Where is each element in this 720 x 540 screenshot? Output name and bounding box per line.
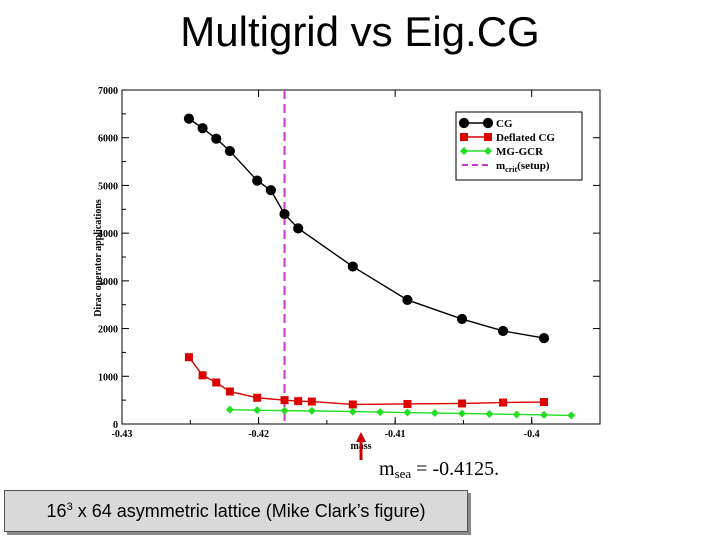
data-point bbox=[482, 117, 494, 129]
sea-mass-arrow bbox=[356, 432, 366, 460]
data-point bbox=[567, 411, 576, 420]
data-point bbox=[307, 406, 316, 415]
data-point bbox=[225, 387, 234, 396]
data-point bbox=[540, 410, 549, 419]
data-point bbox=[485, 409, 494, 418]
sea-mass-value: = -0.4125. bbox=[411, 458, 500, 480]
legend-label-vline: mcrit(setup) bbox=[496, 160, 550, 174]
sea-mass-symbol: m bbox=[379, 458, 395, 480]
data-point bbox=[307, 397, 316, 406]
data-point bbox=[458, 117, 470, 129]
data-point bbox=[403, 399, 412, 408]
x-tick-label: -0.41 bbox=[385, 429, 406, 440]
data-point bbox=[458, 399, 467, 408]
series-layer bbox=[183, 113, 576, 420]
figure-caption-box: 163 x 64 asymmetric lattice (Mike Clark’… bbox=[4, 490, 468, 532]
data-point bbox=[197, 123, 208, 134]
data-point bbox=[499, 398, 508, 407]
caption-text: x 64 asymmetric lattice (Mike Clark’s fi… bbox=[72, 500, 426, 521]
y-tick-label: 3000 bbox=[98, 277, 118, 288]
caption-exponent: 3 bbox=[66, 500, 73, 513]
data-point bbox=[279, 208, 290, 220]
data-point bbox=[348, 400, 357, 409]
chart: -0.43 -0.42 -0.41 -0.4 0 1000 2000 3000 4000 500… bbox=[93, 86, 601, 460]
data-point bbox=[402, 294, 413, 306]
data-point bbox=[198, 371, 207, 380]
y-axis: 0 1000 2000 3000 4000 5000 6000 7000 bbox=[98, 86, 600, 431]
data-point bbox=[252, 175, 263, 186]
data-point bbox=[225, 405, 234, 414]
data-point bbox=[265, 185, 276, 196]
data-point bbox=[211, 133, 222, 144]
data-point bbox=[540, 398, 549, 407]
series-cg bbox=[183, 113, 550, 344]
data-point bbox=[212, 378, 221, 387]
slide-title: Multigrid vs Eig.CG bbox=[180, 8, 540, 55]
data-point bbox=[184, 353, 193, 362]
data-point bbox=[484, 133, 492, 141]
y-tick-label: 7000 bbox=[98, 86, 118, 97]
data-point bbox=[293, 223, 304, 234]
data-point bbox=[348, 407, 357, 416]
figure-caption: 163 x 64 asymmetric lattice (Mike Clark’… bbox=[47, 501, 426, 522]
data-point bbox=[403, 408, 412, 417]
y-tick-label: 5000 bbox=[98, 181, 118, 192]
series-mg-gcr bbox=[225, 405, 576, 420]
legend-label: CG bbox=[496, 118, 513, 130]
legend: CG Deflated CG MG-GCR mcrit(setup) bbox=[455, 111, 583, 181]
data-point bbox=[460, 133, 468, 141]
data-point bbox=[497, 325, 509, 337]
data-point bbox=[458, 409, 467, 418]
y-tick-label: 2000 bbox=[98, 325, 118, 336]
x-axis: -0.43 -0.42 -0.41 -0.4 bbox=[112, 90, 601, 440]
caption-lattice-size: 16 bbox=[46, 500, 67, 521]
series-deflated-cg bbox=[184, 353, 549, 409]
sea-mass-note: msea = -0.4125. bbox=[379, 458, 499, 482]
y-tick-label: 4000 bbox=[98, 229, 118, 240]
data-point bbox=[280, 406, 289, 415]
x-tick-label: -0.4 bbox=[524, 429, 540, 440]
data-point bbox=[183, 113, 195, 124]
y-tick-label: 6000 bbox=[98, 134, 118, 145]
data-point bbox=[280, 396, 289, 405]
arrow-head bbox=[356, 432, 366, 442]
y-axis-label: Dirac operator applications bbox=[93, 199, 104, 317]
data-point bbox=[347, 261, 358, 272]
data-point bbox=[294, 397, 303, 406]
data-point bbox=[224, 145, 235, 157]
data-point bbox=[460, 147, 468, 155]
y-tick-label: 0 bbox=[113, 420, 118, 431]
data-point bbox=[430, 409, 439, 418]
data-point bbox=[484, 147, 492, 155]
y-tick-label: 1000 bbox=[98, 372, 118, 383]
data-point bbox=[512, 410, 521, 419]
data-point bbox=[538, 333, 550, 344]
sea-mass-subscript: sea bbox=[394, 466, 412, 481]
x-tick-label: -0.43 bbox=[112, 429, 133, 440]
data-point bbox=[456, 313, 468, 325]
x-tick-label: -0.42 bbox=[248, 429, 269, 440]
legend-label: MG-GCR bbox=[496, 146, 544, 158]
legend-label: Deflated CG bbox=[496, 132, 555, 144]
data-point bbox=[376, 408, 385, 417]
data-point bbox=[253, 406, 262, 415]
data-point bbox=[253, 393, 262, 402]
